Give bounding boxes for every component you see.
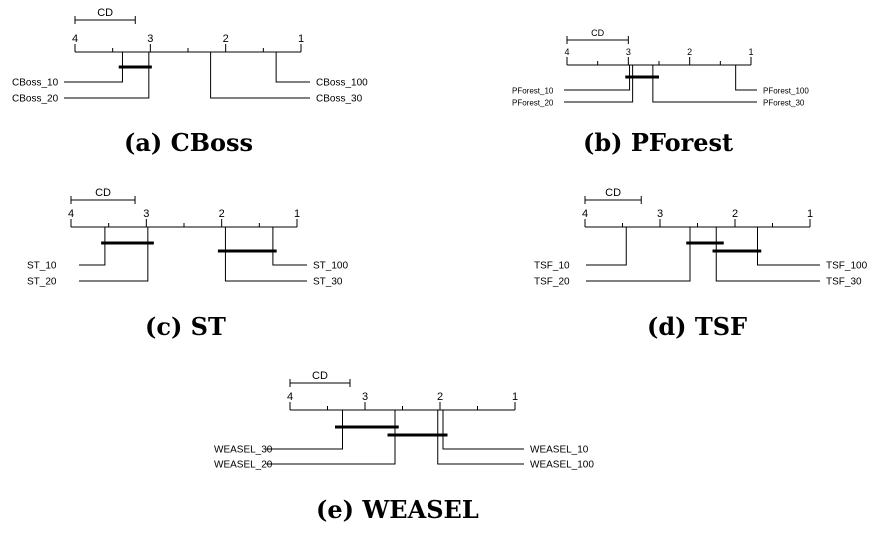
tick-label: 2 (437, 391, 443, 403)
method-label: ST_20 (27, 277, 57, 288)
method-label: WEASEL_10 (530, 445, 589, 456)
method-rank-line (272, 227, 307, 266)
tick-label: 3 (657, 208, 663, 220)
caption-st: (c) ST (145, 312, 226, 341)
tick-label: 2 (732, 208, 738, 220)
method-rank-line (586, 227, 627, 266)
tick-label: 2 (687, 47, 692, 57)
tick-label: 3 (362, 391, 368, 403)
tick-label: 3 (143, 208, 149, 220)
method-rank-line (64, 52, 150, 99)
tick-label: 4 (68, 208, 74, 220)
method-rank-line (735, 65, 757, 91)
method-rank-line (715, 227, 820, 282)
method-rank-line (564, 65, 634, 103)
method-rank-line (266, 410, 396, 465)
method-label: WEASEL_100 (530, 460, 594, 471)
tick-label: 3 (147, 33, 153, 45)
method-rank-line (564, 65, 631, 91)
method-label: PForest_10 (512, 87, 554, 96)
tick-label: 4 (287, 391, 293, 403)
tick-label: 4 (582, 208, 588, 220)
method-label: TSF_10 (534, 261, 570, 272)
method-label: ST_10 (27, 261, 57, 272)
method-label: WEASEL_20 (214, 460, 273, 471)
method-rank-line (79, 227, 106, 266)
method-label: ST_30 (313, 277, 343, 288)
method-rank-line (224, 227, 307, 282)
method-rank-line (437, 410, 524, 465)
caption-pforest: (b) PForest (583, 128, 734, 157)
method-rank-line (652, 65, 757, 103)
method-label: TSF_30 (826, 277, 862, 288)
method-label: TSF_20 (534, 277, 570, 288)
method-rank-line (210, 52, 310, 99)
method-label: ST_100 (313, 261, 348, 272)
method-label: CBoss_30 (316, 94, 363, 105)
method-rank-line (266, 410, 343, 450)
cd-label: CD (312, 370, 328, 382)
tick-label: 1 (807, 208, 813, 220)
tick-label: 1 (294, 208, 300, 220)
tick-label: 1 (748, 47, 753, 57)
caption-tsf: (d) TSF (647, 312, 748, 341)
method-label: PForest_100 (763, 87, 809, 96)
method-label: CBoss_100 (316, 78, 368, 89)
caption-cboss: (a) CBoss (124, 128, 254, 157)
method-rank-line (275, 52, 310, 83)
method-rank-line (79, 227, 149, 282)
method-label: TSF_100 (826, 261, 868, 272)
tick-label: 1 (298, 33, 304, 45)
method-label: CBoss_20 (12, 94, 59, 105)
tick-label: 4 (72, 33, 78, 45)
method-label: CBoss_10 (12, 78, 59, 89)
tick-label: 1 (512, 391, 518, 403)
method-label: PForest_20 (512, 99, 554, 108)
method-label: PForest_30 (763, 99, 805, 108)
method-rank-line (586, 227, 691, 282)
method-rank-line (442, 410, 524, 450)
tick-label: 3 (626, 47, 631, 57)
cd-label: CD (95, 187, 111, 199)
tick-label: 2 (219, 208, 225, 220)
method-label: WEASEL_30 (214, 445, 273, 456)
caption-weasel: (e) WEASEL (316, 495, 479, 524)
tick-label: 4 (564, 47, 569, 57)
method-rank-line (757, 227, 820, 266)
cd-label: CD (97, 7, 113, 19)
method-rank-line (64, 52, 123, 83)
tick-label: 2 (223, 33, 229, 45)
cd-label: CD (591, 28, 604, 38)
cd-label: CD (605, 187, 621, 199)
